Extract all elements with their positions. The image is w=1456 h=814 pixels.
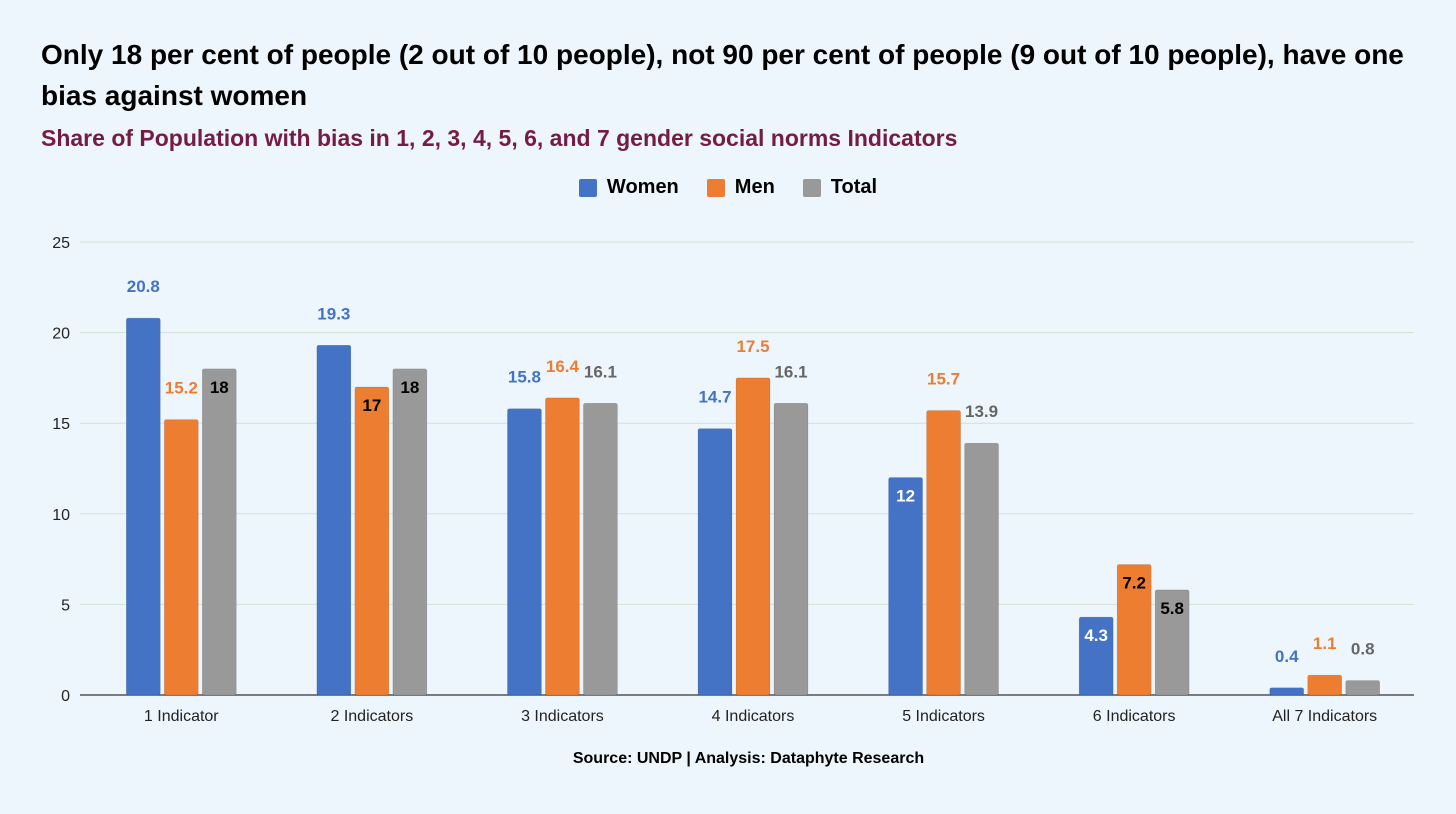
value-label-total: 16.1 (774, 362, 807, 381)
bar-women (1078, 616, 1114, 696)
value-label-total: 16.1 (584, 362, 617, 381)
bar-women (888, 477, 923, 696)
bar-women (125, 317, 161, 696)
legend-label-women: Women (606, 176, 679, 198)
bar-men (163, 419, 199, 696)
value-label-men: 15.2 (165, 379, 198, 398)
value-label-men: 7.2 (1122, 574, 1146, 593)
value-label-women: 15.8 (508, 368, 541, 387)
x-category-label: 6 Indicators (1093, 708, 1176, 725)
bar-total (773, 402, 809, 696)
chart-title: Only 18 per cent of people (2 out of 10 … (41, 39, 1404, 111)
legend-label-total: Total (830, 176, 878, 198)
bar-women (316, 344, 352, 696)
y-tick-label: 10 (52, 507, 70, 524)
x-category-label: All 7 Indicators (1272, 708, 1377, 725)
value-label-women: 4.3 (1084, 626, 1108, 645)
value-label-total: 18 (400, 378, 419, 397)
x-category-label: 5 Indicators (902, 708, 985, 725)
bar-total (1345, 680, 1381, 696)
legend-item-women: Women (578, 176, 679, 199)
value-label-women: 19.3 (317, 304, 350, 323)
legend-swatch-total (802, 178, 821, 197)
source-note: Source: UNDP | Analysis: Dataphyte Resea… (572, 750, 925, 767)
y-tick-label: 0 (61, 688, 70, 705)
legend-swatch-women (578, 178, 597, 197)
bar-men (545, 397, 580, 696)
y-tick-label: 25 (52, 235, 70, 252)
bar-men (1116, 564, 1152, 696)
bar-men (354, 386, 390, 696)
bar-women (1269, 687, 1305, 696)
bar-women (697, 428, 733, 696)
x-category-label: 2 Indicators (330, 708, 413, 725)
bar-total (964, 442, 999, 696)
value-label-total: 18 (210, 378, 229, 397)
x-category-label: 3 Indicators (521, 708, 604, 725)
bar-total (392, 368, 428, 696)
bar-men (735, 377, 771, 696)
bar-men (1307, 674, 1343, 696)
value-label-men: 16.4 (546, 357, 580, 376)
bar-total (201, 368, 237, 696)
legend-item-total: Total (802, 176, 878, 199)
chart-subtitle: Share of Population with bias in 1, 2, 3… (41, 125, 958, 151)
legend-swatch-men (706, 178, 725, 197)
value-label-men: 15.7 (927, 370, 960, 389)
y-tick-label: 15 (52, 416, 70, 433)
legend-item-men: Men (706, 176, 775, 199)
x-category-label: 1 Indicator (144, 708, 219, 725)
y-tick-label: 5 (61, 597, 70, 614)
value-label-women: 20.8 (127, 277, 160, 296)
bar-total (1154, 589, 1190, 696)
y-tick-label: 20 (52, 326, 70, 343)
legend: Women Men Total (0, 176, 1456, 199)
value-label-women: 0.4 (1275, 647, 1299, 666)
legend-label-men: Men (734, 176, 775, 198)
value-label-women: 12 (896, 487, 915, 506)
value-label-total: 13.9 (965, 402, 998, 421)
bar-women (507, 408, 542, 696)
value-label-total: 0.8 (1351, 640, 1375, 659)
value-label-women: 14.7 (698, 388, 731, 407)
x-category-label: 4 Indicators (712, 708, 795, 725)
bar-total (583, 402, 618, 696)
bar-men (926, 410, 961, 696)
value-label-total: 5.8 (1160, 599, 1184, 618)
value-label-men: 17 (362, 396, 381, 415)
value-label-men: 17.5 (736, 337, 769, 356)
value-label-men: 1.1 (1313, 634, 1337, 653)
